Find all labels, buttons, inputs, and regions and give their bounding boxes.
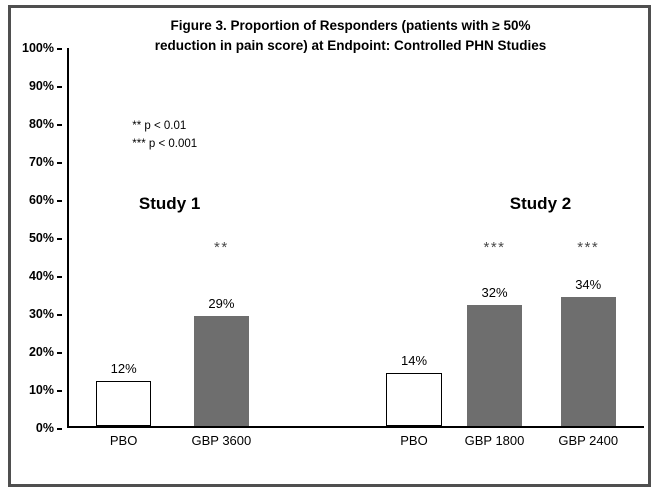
study-1-label: Study 1: [138, 194, 201, 214]
bar-gbp-3600: [193, 316, 249, 426]
significance-legend: ** p < 0.01 *** p < 0.001: [132, 118, 197, 154]
y-tick-label: 50%: [28, 231, 63, 245]
y-tick-label: 80%: [28, 117, 63, 131]
chart-title: Figure 3. Proportion of Responders (pati…: [61, 16, 640, 57]
significance-legend-line2: *** p < 0.001: [132, 138, 198, 151]
y-tick-label: 10%: [28, 383, 63, 397]
x-axis-label: GBP 2400: [558, 433, 619, 448]
bar-pbo: [96, 380, 152, 426]
y-tick-label: 60%: [28, 193, 63, 207]
y-tick-label: 20%: [28, 345, 63, 359]
x-axis-label: PBO: [400, 433, 428, 448]
x-axis-label: PBO: [109, 433, 138, 448]
x-axis-label: GBP 3600: [191, 433, 252, 448]
y-tick-label: 0%: [35, 421, 63, 435]
bar-gbp-2400: [560, 297, 616, 426]
bar-pbo: [386, 373, 442, 426]
y-tick-label: 30%: [28, 307, 63, 321]
significance-marker: ***: [483, 238, 506, 256]
bar-gbp-1800: [466, 305, 523, 426]
y-tick-label: 90%: [28, 79, 63, 93]
x-axis-label: GBP 1800: [464, 433, 525, 448]
chart-title-line1: Figure 3. Proportion of Responders (pati…: [170, 18, 531, 33]
study-2-label: Study 2: [509, 194, 572, 214]
significance-legend-line1: ** p < 0.01: [132, 120, 187, 133]
y-axis: 0% 10% 20% 30% 40% 50% 60% 70% 80% 90% 100%: [11, 41, 63, 435]
bar-value-label: 14%: [400, 353, 428, 369]
y-tick-label: 100%: [22, 41, 62, 55]
bar-value-label: 12%: [110, 360, 137, 376]
chart-title-line2: reduction in pain score) at Endpoint: Co…: [154, 38, 547, 54]
bar-value-label: 32%: [481, 285, 508, 301]
significance-marker: ***: [577, 238, 600, 256]
y-tick-label: 40%: [28, 269, 63, 283]
chart-frame: Figure 3. Proportion of Responders (pati…: [8, 5, 651, 487]
bar-value-label: 34%: [575, 277, 602, 293]
bar-value-label: 29%: [208, 296, 235, 312]
y-tick-label: 70%: [28, 155, 63, 169]
plot-area: ** p < 0.01 *** p < 0.001 Study 1 Study …: [67, 48, 644, 448]
significance-marker: **: [214, 238, 229, 256]
